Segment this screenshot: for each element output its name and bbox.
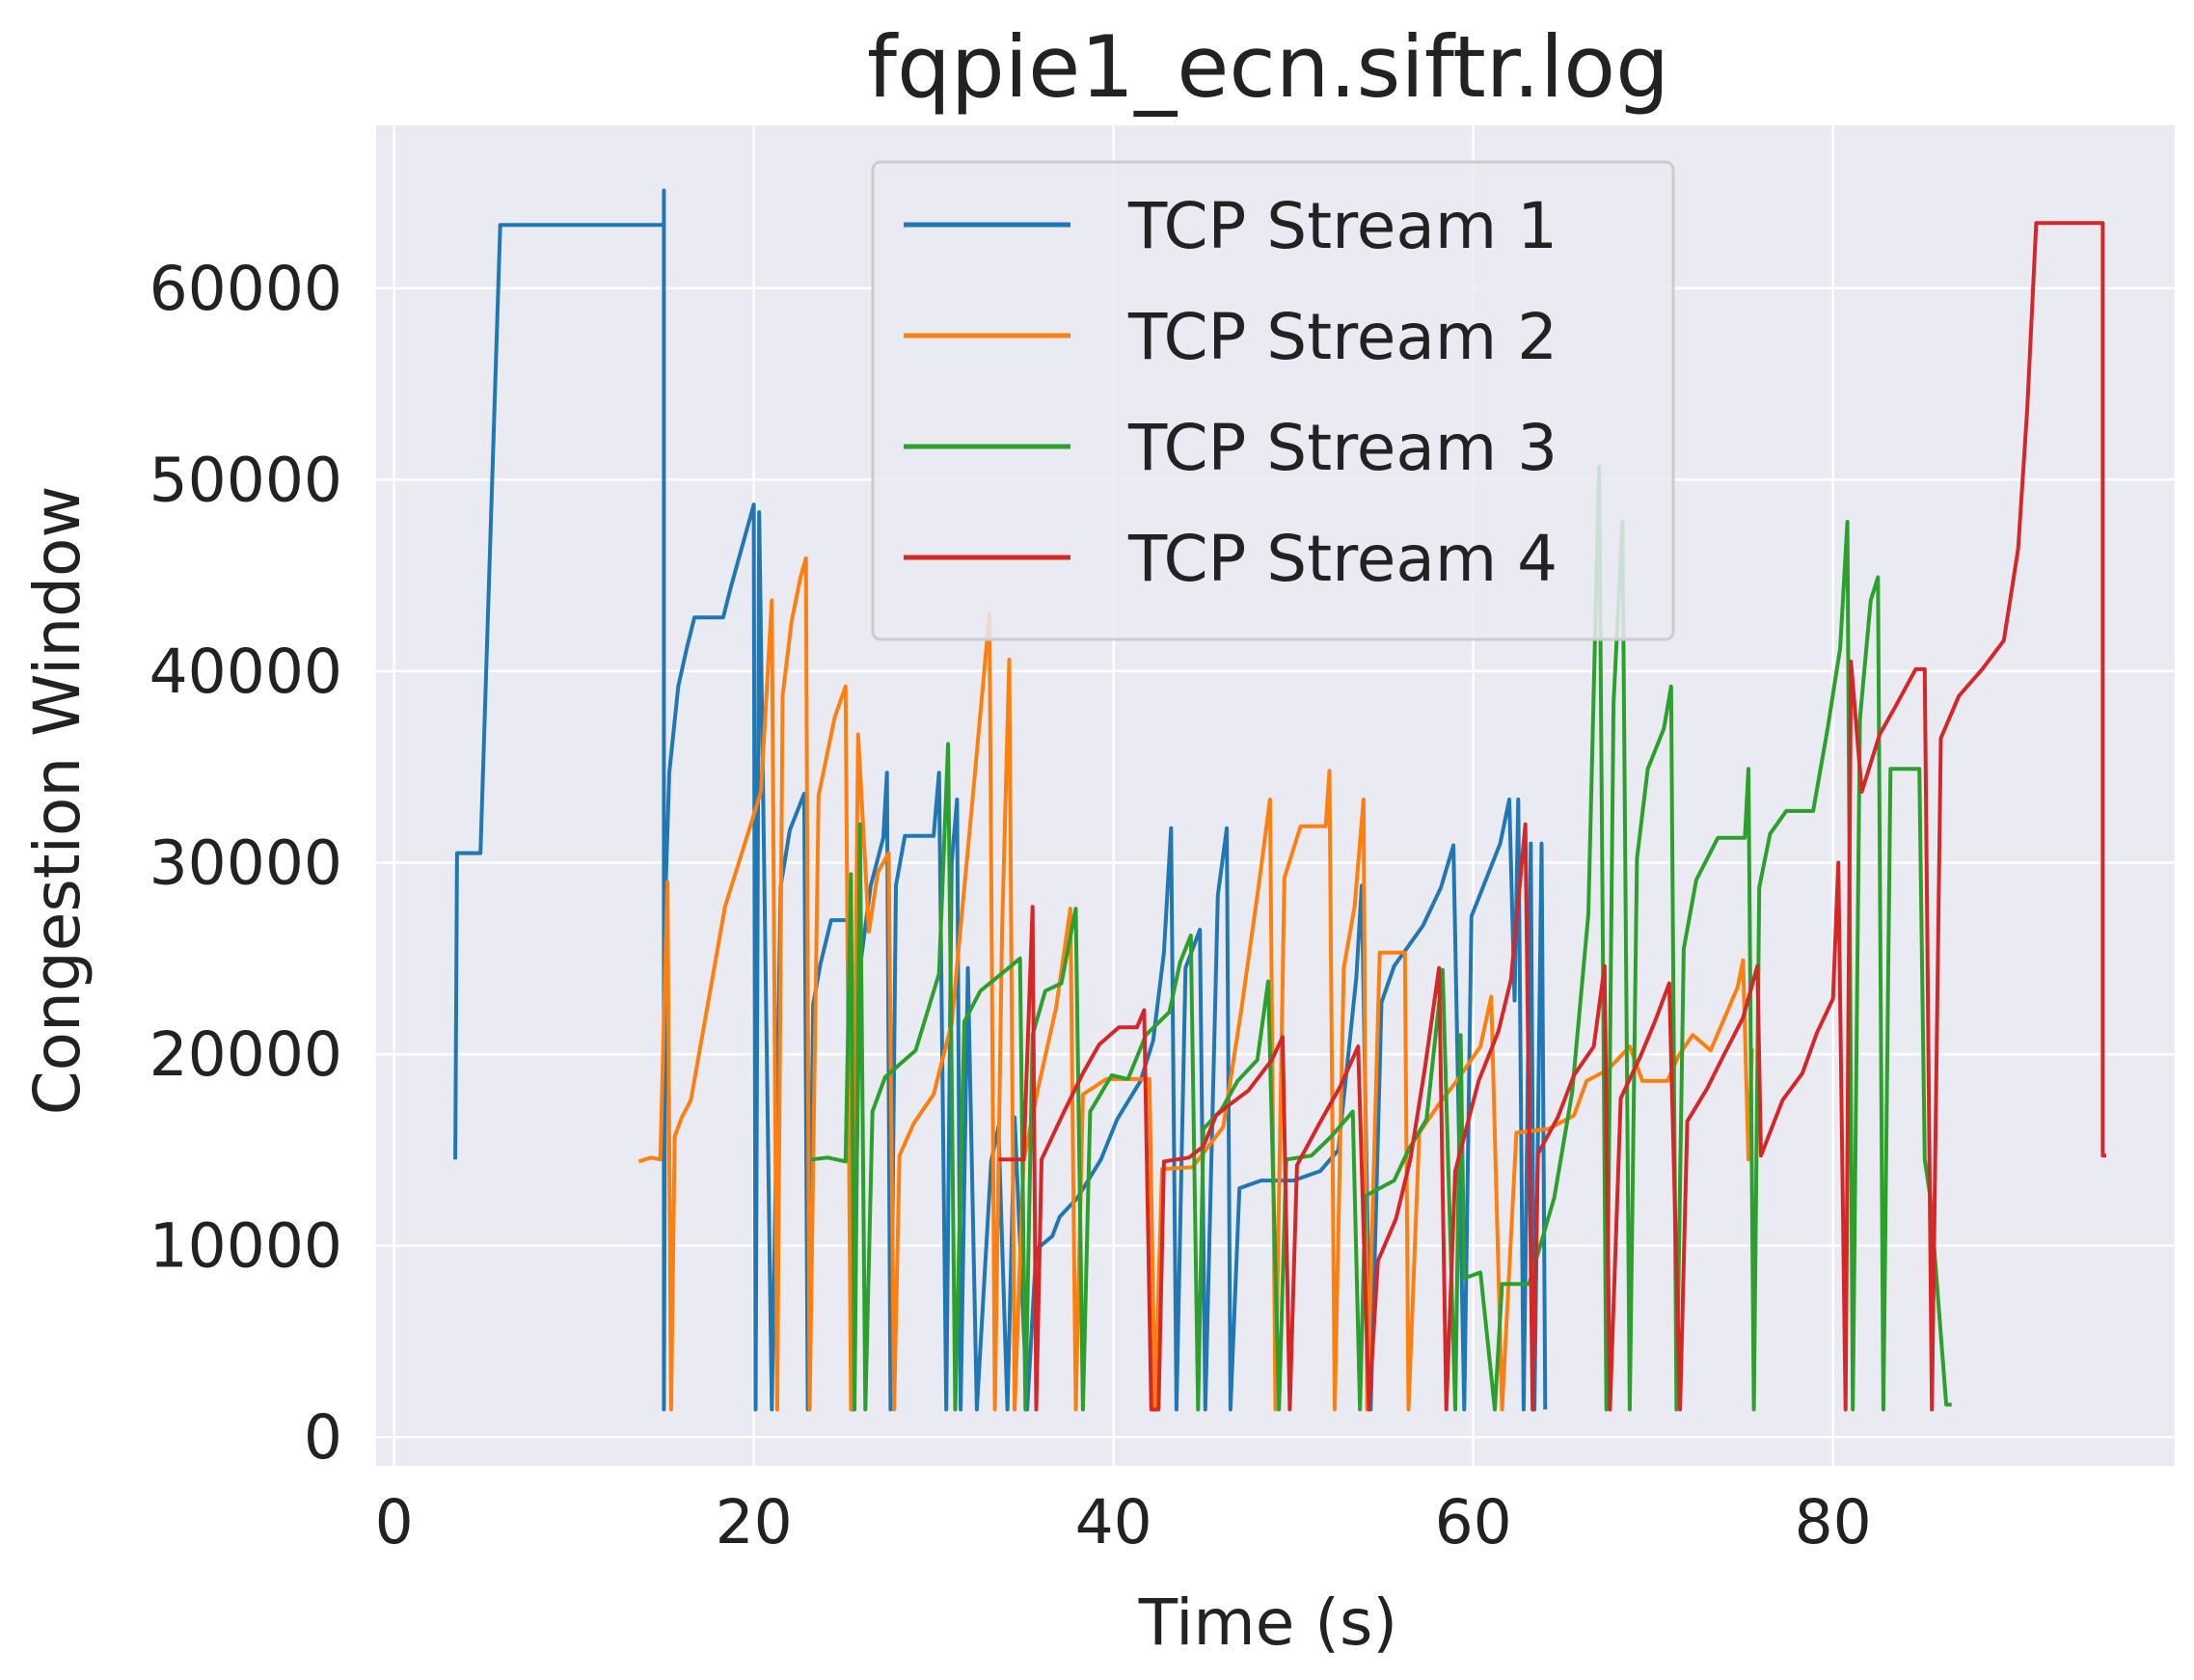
legend: TCP Stream 1 TCP Stream 2 TCP Stream 3 TCP … [871, 160, 1675, 641]
y-axis-ticks: 0 10000 20000 30000 40000 50000 60000 [149, 254, 342, 1473]
x-tick-label: 0 [375, 1487, 414, 1558]
x-tick-label: 40 [1075, 1487, 1152, 1558]
series-line-4 [998, 221, 2107, 1412]
y-tick-label: 50000 [149, 445, 342, 515]
x-tick-label: 20 [716, 1487, 793, 1558]
x-axis-ticks: 0 20 40 60 80 [375, 1487, 1872, 1558]
series-line-1 [453, 188, 1548, 1412]
y-tick-label: 30000 [149, 828, 342, 899]
series-line-3 [811, 464, 1952, 1412]
legend-label: TCP Stream 2 [1127, 300, 1557, 374]
legend-label: TCP Stream 3 [1127, 411, 1557, 485]
y-tick-label: 60000 [149, 254, 342, 324]
y-tick-label: 40000 [149, 637, 342, 707]
legend-label: TCP Stream 1 [1127, 189, 1557, 263]
chart-title: fqpie1_ecn.siftr.log [867, 17, 1669, 117]
legend-box [871, 160, 1675, 641]
y-tick-label: 0 [304, 1402, 342, 1473]
legend-label: TCP Stream 4 [1127, 522, 1557, 596]
x-tick-label: 60 [1435, 1487, 1512, 1558]
y-tick-label: 10000 [149, 1211, 342, 1282]
x-axis-label: Time (s) [1138, 1585, 1397, 1660]
x-tick-label: 80 [1795, 1487, 1872, 1558]
y-tick-label: 20000 [149, 1019, 342, 1090]
y-axis-label: Congestion Window [20, 486, 95, 1116]
series-lines [453, 188, 2107, 1412]
